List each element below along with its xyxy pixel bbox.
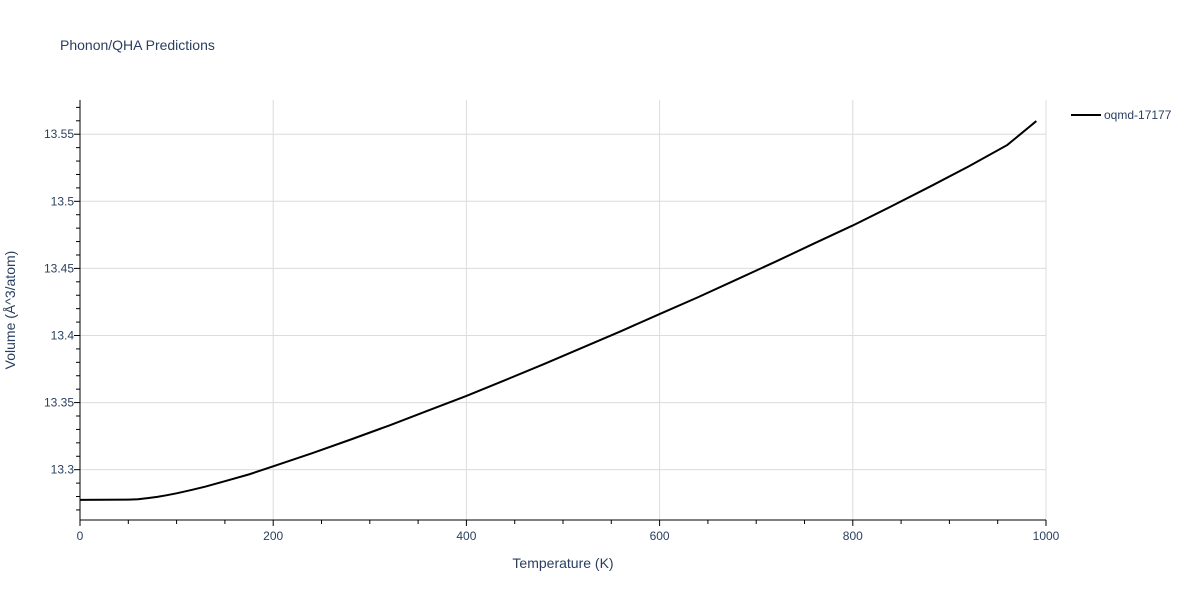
axes (74, 100, 1047, 526)
chart-title: Phonon/QHA Predictions (60, 37, 215, 53)
y-axis-title: Volume (Å^3/atom) (2, 251, 18, 370)
x-tick-label: 400 (456, 529, 476, 543)
y-tick-label: 13.35 (44, 396, 74, 410)
series-line (79, 120, 1037, 501)
x-tick-label: 0 (77, 529, 84, 543)
y-tick-label: 13.4 (51, 328, 75, 342)
y-tick-label: 13.55 (44, 127, 74, 141)
legend[interactable]: oqmd-17177 (1071, 108, 1172, 122)
y-tick-label: 13.5 (51, 194, 75, 208)
grid (80, 100, 1047, 520)
x-tick-label: 600 (650, 529, 670, 543)
y-tick-labels: 13.3 13.35 13.4 13.45 13.5 13.55 (44, 127, 74, 476)
x-tick-label: 1000 (1033, 529, 1060, 543)
y-tick-label: 13.3 (51, 463, 75, 477)
x-axis-title: Temperature (K) (512, 555, 613, 571)
legend-label: oqmd-17177 (1104, 108, 1172, 122)
y-tick-label: 13.45 (44, 261, 74, 275)
x-tick-labels: 0 200 400 600 800 1000 (77, 529, 1060, 543)
x-tick-label: 200 (263, 529, 283, 543)
series-layer (79, 120, 1037, 501)
x-tick-label: 800 (843, 529, 863, 543)
